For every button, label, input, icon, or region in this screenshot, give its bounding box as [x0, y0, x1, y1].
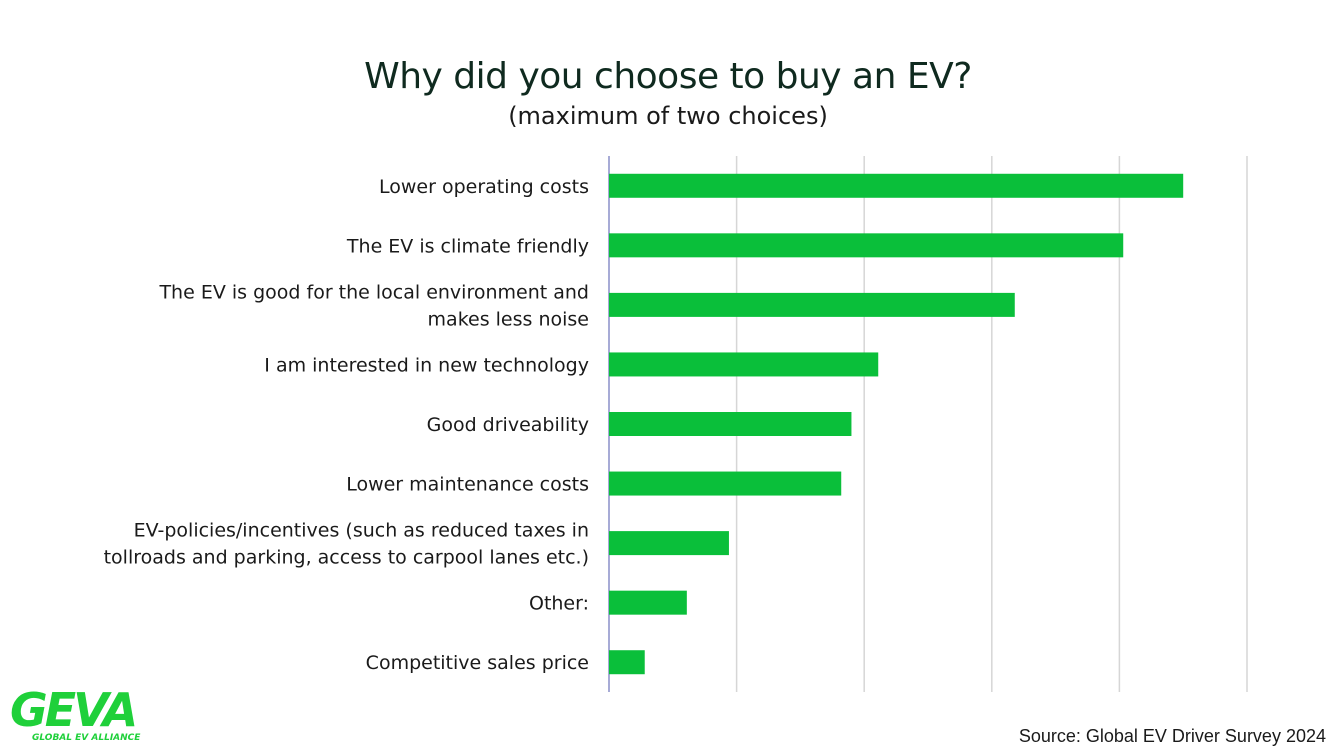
category-label: Lower maintenance costs [346, 474, 589, 496]
chart-title: Why did you choose to buy an EV? [364, 56, 972, 97]
category-label: EV-policies/incentives (such as reduced … [104, 520, 589, 569]
bar [609, 412, 852, 436]
category-labels: Lower operating costs The EV is climate f… [104, 176, 589, 674]
bars [609, 173, 1184, 675]
bar [609, 173, 1184, 198]
logo-tagline: GLOBAL EV ALLIANCE [32, 733, 141, 743]
bar [609, 471, 842, 496]
category-label: Competitive sales price [366, 652, 589, 674]
category-label: Other: [529, 593, 589, 615]
category-label: The EV is good for the local environment… [158, 281, 589, 330]
category-label: Good driveability [427, 414, 589, 436]
category-label: I am interested in new technology [264, 354, 589, 376]
bar [609, 590, 687, 615]
category-label: Lower operating costs [379, 176, 589, 198]
logo-wordmark: GEVA [10, 683, 135, 737]
bar [609, 233, 1124, 258]
category-label: The EV is climate friendly [346, 235, 589, 257]
source-note: Source: Global EV Driver Survey 2024 [1018, 726, 1326, 746]
bar [609, 292, 1015, 317]
geva-logo: GEVA GLOBAL EV ALLIANCE [10, 683, 141, 743]
bar [609, 650, 645, 675]
bar [609, 352, 879, 377]
chart-subtitle: (maximum of two choices) [508, 102, 828, 130]
bar [609, 531, 729, 556]
